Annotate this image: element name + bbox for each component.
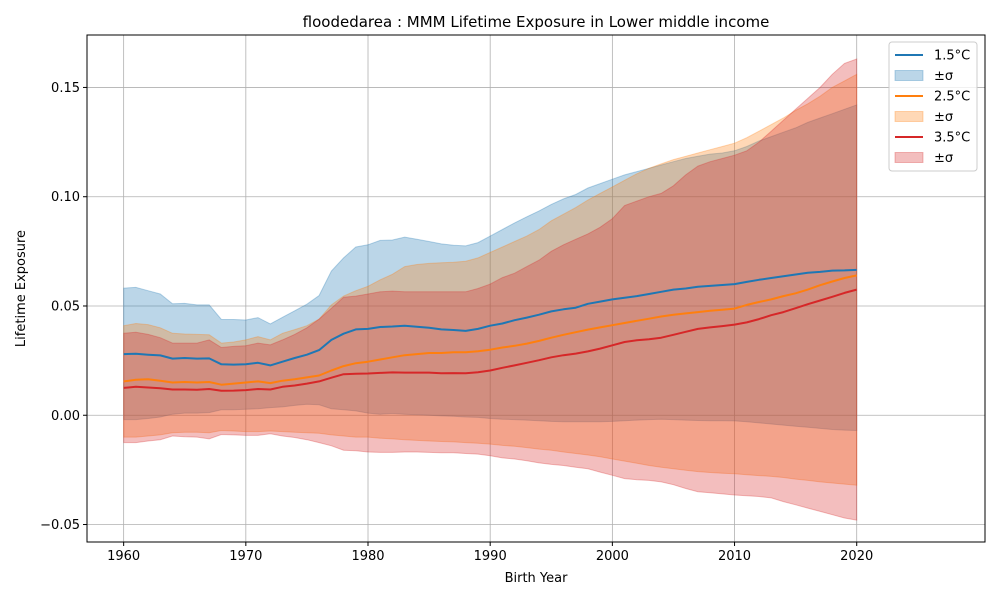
y-tick-label: 0.10 (51, 190, 80, 205)
mean-lines (123, 268, 857, 392)
mean-line-1 (123, 268, 857, 367)
x-tick-label: 1990 (474, 549, 507, 564)
sigma-band-2 (123, 73, 858, 486)
legend-box (888, 41, 978, 172)
grid-lines (87, 35, 985, 542)
legend-label: ±σ (934, 151, 953, 166)
legend-label: ±σ (934, 69, 953, 84)
mean-line-2 (123, 274, 857, 386)
x-axis-ticks: 1960 1970 1980 1990 2000 2010 2020 (107, 542, 873, 564)
x-tick-label: 2000 (596, 549, 629, 564)
y-tick-label: −0.05 (40, 518, 80, 533)
legend-label: 2.5°C (934, 90, 970, 105)
y-tick-label: 0.00 (51, 409, 80, 424)
x-tick-label: 1980 (351, 549, 384, 564)
y-axis-ticks: −0.05 0.00 0.05 0.10 0.15 (40, 81, 87, 533)
sigma-bands (123, 58, 858, 521)
x-tick-label: 1970 (229, 549, 262, 564)
legend-label: 3.5°C (934, 131, 970, 146)
legend-label: 1.5°C (934, 49, 970, 64)
x-axis-label: Birth Year (505, 571, 569, 586)
legend-patch-swatch (894, 111, 924, 122)
plot-frame (86, 34, 986, 543)
sigma-band-3 (123, 58, 858, 521)
y-tick-label: 0.05 (51, 299, 80, 314)
mean-line-3 (123, 288, 857, 392)
sigma-band-1 (123, 104, 858, 432)
legend-label: ±σ (934, 110, 953, 125)
x-tick-label: 2020 (840, 549, 873, 564)
y-axis-label: Lifetime Exposure (14, 230, 29, 347)
legend-patch-swatch (894, 152, 924, 163)
legend: 1.5°C ±σ 2.5°C ±σ 3.5°C ±σ (888, 41, 978, 172)
legend-patch-swatch (894, 70, 924, 81)
chart-title: floodedarea : MMM Lifetime Exposure in L… (303, 13, 770, 31)
y-tick-label: 0.15 (51, 81, 80, 96)
x-tick-label: 1960 (107, 549, 140, 564)
x-tick-label: 2010 (718, 549, 751, 564)
